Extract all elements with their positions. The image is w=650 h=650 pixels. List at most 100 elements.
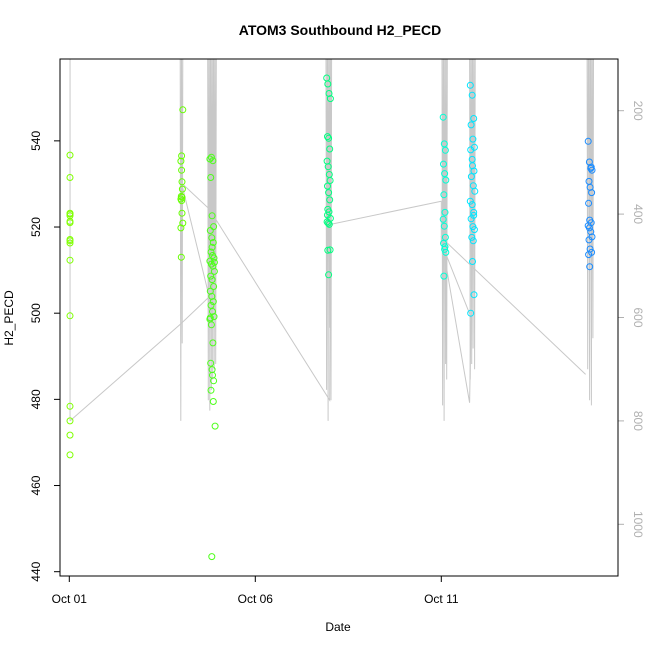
- y-axis-label: H2_PECD: [2, 290, 16, 346]
- data-point: [442, 176, 450, 184]
- data-point: [325, 134, 333, 142]
- data-point: [179, 106, 187, 114]
- right-tick-label: 200: [631, 101, 645, 121]
- data-point: [208, 276, 216, 284]
- data-point: [324, 211, 331, 219]
- data-point: [66, 210, 74, 218]
- data-point: [66, 219, 74, 227]
- data-point: [324, 163, 332, 171]
- data-point: [207, 174, 215, 181]
- profile-lines: [69, 59, 594, 422]
- y-tick-label: 460: [29, 475, 43, 495]
- data-point: [209, 371, 216, 379]
- data-point: [469, 237, 477, 245]
- data-point: [207, 321, 215, 329]
- data-point: [439, 215, 447, 223]
- data-point: [207, 386, 215, 394]
- data-point: [441, 170, 449, 178]
- data-point: [324, 80, 332, 88]
- data-point: [66, 151, 74, 159]
- data-point: [440, 272, 448, 280]
- data-point: [66, 237, 74, 245]
- data-point: [585, 199, 593, 207]
- right-tick-label: 400: [631, 204, 645, 224]
- data-point: [467, 146, 475, 154]
- data-point: [208, 212, 216, 220]
- data-point: [209, 339, 217, 347]
- data-point: [440, 191, 448, 199]
- data-point: [325, 271, 333, 279]
- profile-oct15: [586, 59, 594, 406]
- data-point: [467, 173, 475, 181]
- data-point: [585, 236, 593, 244]
- data-point: [207, 359, 215, 367]
- data-point: [208, 243, 216, 251]
- data-point: [178, 185, 186, 193]
- data-point: [466, 197, 474, 205]
- data-point: [440, 222, 448, 230]
- data-point: [440, 140, 448, 148]
- data-point: [586, 263, 594, 271]
- data-point: [467, 309, 475, 317]
- data-point: [470, 291, 478, 299]
- x-tick-label: Oct 06: [238, 592, 274, 606]
- data-point: [210, 283, 218, 290]
- data-point: [585, 251, 593, 259]
- data-point: [207, 272, 215, 280]
- data-point: [207, 248, 215, 256]
- data-point: [324, 182, 331, 190]
- data-point: [466, 81, 474, 89]
- data-point: [470, 208, 478, 216]
- data-point: [441, 146, 449, 154]
- data-point: [178, 193, 186, 201]
- y-tick-label: 520: [29, 217, 43, 237]
- data-point: [587, 228, 595, 236]
- data-point: [178, 178, 186, 186]
- chart-title: ATOM3 Southbound H2_PECD: [239, 22, 441, 38]
- data-point: [179, 219, 187, 227]
- data-point: [206, 314, 214, 322]
- data-point: [178, 209, 186, 217]
- data-point: [326, 145, 334, 153]
- data-point: [66, 451, 74, 459]
- data-point: [66, 239, 74, 247]
- data-point: [178, 197, 186, 205]
- data-point: [209, 298, 217, 306]
- data-point: [177, 224, 185, 232]
- data-point: [469, 135, 477, 143]
- data-point: [209, 308, 216, 315]
- y-tick-label: 440: [29, 561, 43, 581]
- data-point: [206, 227, 214, 234]
- data-point: [470, 167, 478, 175]
- data-point: [470, 115, 478, 122]
- data-point: [326, 177, 334, 184]
- data-point: [470, 226, 478, 234]
- data-point: [66, 417, 74, 425]
- data-point: [66, 256, 74, 264]
- data-point: [441, 243, 449, 251]
- profile-oct11: [441, 59, 448, 421]
- x-tick-label: Oct 01: [52, 592, 88, 606]
- data-point: [210, 267, 218, 275]
- y-tick-label: 500: [29, 303, 43, 323]
- y-tick-label: 480: [29, 389, 43, 409]
- data-point: [471, 187, 479, 195]
- data-point: [584, 137, 592, 145]
- data-point: [588, 189, 596, 197]
- profile-oct04: [179, 59, 184, 421]
- data-point: [326, 246, 334, 254]
- data-point: [66, 312, 74, 320]
- data-point: [325, 189, 333, 197]
- data-point: [470, 211, 478, 219]
- data-point: [209, 239, 217, 246]
- data-point: [440, 160, 447, 168]
- data-point: [211, 422, 219, 430]
- data-point: [324, 133, 331, 141]
- data-point: [441, 208, 449, 216]
- y-tick-label: 540: [29, 131, 43, 151]
- data-point: [468, 201, 476, 209]
- right-tick-label: 1000: [631, 511, 645, 538]
- data-point: [588, 166, 596, 174]
- right-tick-label: 600: [631, 307, 645, 327]
- data-point: [441, 233, 449, 241]
